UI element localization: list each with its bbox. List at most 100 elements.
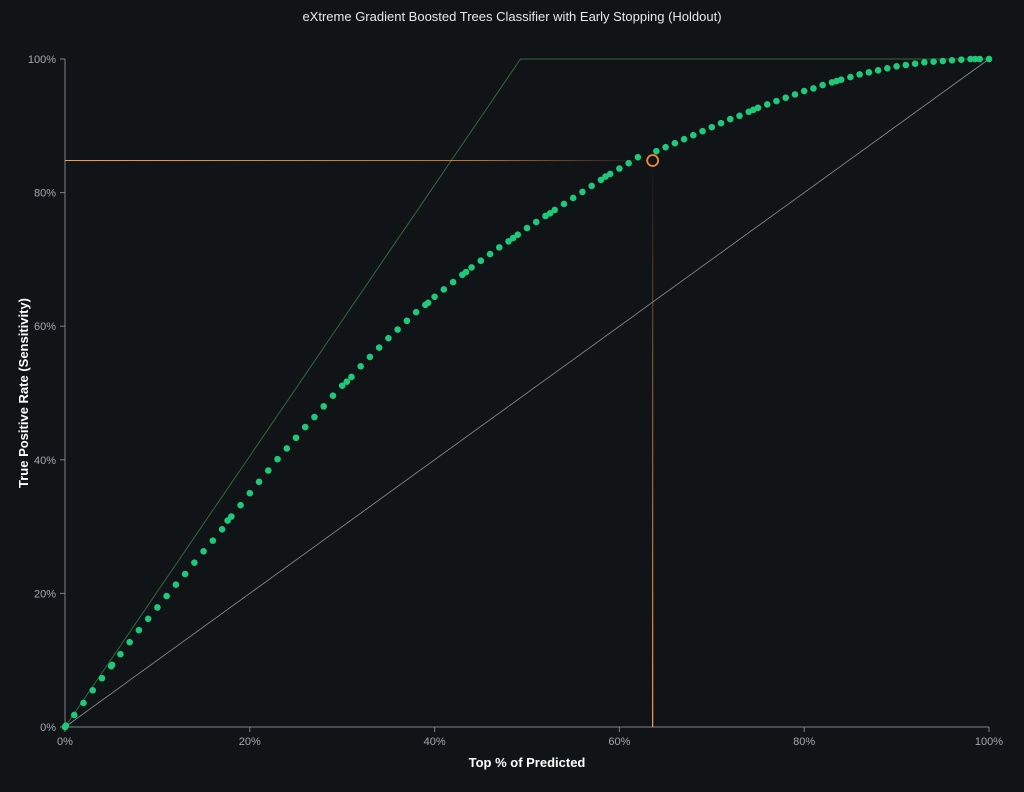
y-tick-label: 100% xyxy=(28,54,56,66)
data-point xyxy=(274,455,281,463)
y-axis-label: True Positive Rate (Sensitivity) xyxy=(16,298,31,488)
data-point xyxy=(671,139,679,147)
data-point xyxy=(736,112,743,120)
data-point xyxy=(930,58,937,65)
data-point xyxy=(255,478,263,486)
data-point xyxy=(366,353,374,361)
data-point xyxy=(477,257,485,265)
data-point xyxy=(172,581,180,589)
data-point xyxy=(394,326,401,333)
y-tick-label: 0% xyxy=(40,722,56,734)
data-point xyxy=(375,344,383,351)
data-point xyxy=(311,413,318,421)
data-point xyxy=(163,592,170,600)
data-point xyxy=(98,674,106,682)
selected-point-marker xyxy=(646,154,660,167)
data-point xyxy=(625,159,632,167)
data-point xyxy=(690,131,697,139)
selected-horizontal-guide xyxy=(65,160,653,162)
data-point xyxy=(495,244,503,251)
data-point xyxy=(191,559,198,566)
data-point xyxy=(462,268,470,276)
data-point xyxy=(911,60,919,67)
data-point xyxy=(726,115,734,123)
data-point xyxy=(847,73,854,81)
data-point xyxy=(773,97,780,105)
data-point xyxy=(343,378,351,385)
data-point xyxy=(810,85,817,92)
data-point xyxy=(856,71,863,78)
plot-area: 0% 20% 40% 60% 80% 100% 0% 20% 40% 60% 80% 100% xyxy=(28,54,1003,748)
data-point xyxy=(264,467,272,474)
data-point xyxy=(616,165,623,172)
data-point xyxy=(967,55,974,63)
data-point xyxy=(440,286,448,293)
selected-vertical-guide xyxy=(652,160,654,727)
data-point xyxy=(560,200,568,208)
data-point xyxy=(680,135,688,143)
data-point xyxy=(532,218,540,226)
data-point xyxy=(782,94,790,102)
data-point xyxy=(874,67,882,74)
data-point xyxy=(431,293,438,301)
data-point xyxy=(424,299,432,307)
x-tick-label: 0% xyxy=(57,736,73,748)
data-point xyxy=(653,147,660,155)
data-point xyxy=(154,604,161,611)
data-point xyxy=(329,392,337,399)
data-point xyxy=(662,143,669,151)
data-point xyxy=(800,87,808,95)
data-point xyxy=(893,63,900,70)
data-point xyxy=(884,65,891,72)
data-point xyxy=(348,373,355,381)
data-point xyxy=(865,69,873,76)
y-tick-label: 20% xyxy=(34,588,56,600)
data-point xyxy=(246,489,254,497)
data-point xyxy=(486,250,494,258)
data-point xyxy=(89,686,97,694)
x-tick-label: 80% xyxy=(793,736,815,748)
data-point xyxy=(449,278,457,286)
data-point xyxy=(80,699,87,707)
x-tick-label: 40% xyxy=(424,736,446,748)
data-point xyxy=(606,170,614,178)
data-point xyxy=(976,55,984,63)
data-point xyxy=(569,194,577,202)
data-point xyxy=(957,56,965,63)
x-tick-label: 20% xyxy=(239,736,261,748)
data-point xyxy=(505,238,512,245)
data-point xyxy=(218,525,226,533)
data-point xyxy=(181,570,189,578)
data-point xyxy=(708,123,716,131)
data-point xyxy=(754,104,762,112)
data-point xyxy=(70,711,78,719)
data-point xyxy=(717,119,725,127)
data-point xyxy=(301,423,309,431)
y-tick-label: 60% xyxy=(34,321,56,333)
data-point xyxy=(62,722,70,729)
data-point xyxy=(126,638,133,646)
data-point xyxy=(588,182,595,190)
x-tick-label: 60% xyxy=(608,736,630,748)
data-point xyxy=(699,127,706,135)
data-point xyxy=(200,548,207,555)
y-tick-label: 80% xyxy=(34,188,56,200)
y-tick-label: 40% xyxy=(34,455,56,467)
data-point xyxy=(971,55,979,63)
data-point xyxy=(135,626,143,634)
data-point xyxy=(385,334,392,342)
data-point xyxy=(117,650,124,658)
data-point xyxy=(412,308,420,316)
data-point xyxy=(514,231,522,238)
x-axis-label: Top % of Predicted xyxy=(469,755,586,770)
data-point xyxy=(108,661,116,669)
data-point xyxy=(921,59,928,66)
data-point xyxy=(228,513,235,520)
data-point xyxy=(837,76,845,84)
x-tick-label: 100% xyxy=(975,736,1003,748)
data-point xyxy=(403,317,411,325)
data-point xyxy=(283,445,291,452)
data-point xyxy=(819,81,826,89)
data-point xyxy=(237,501,244,509)
